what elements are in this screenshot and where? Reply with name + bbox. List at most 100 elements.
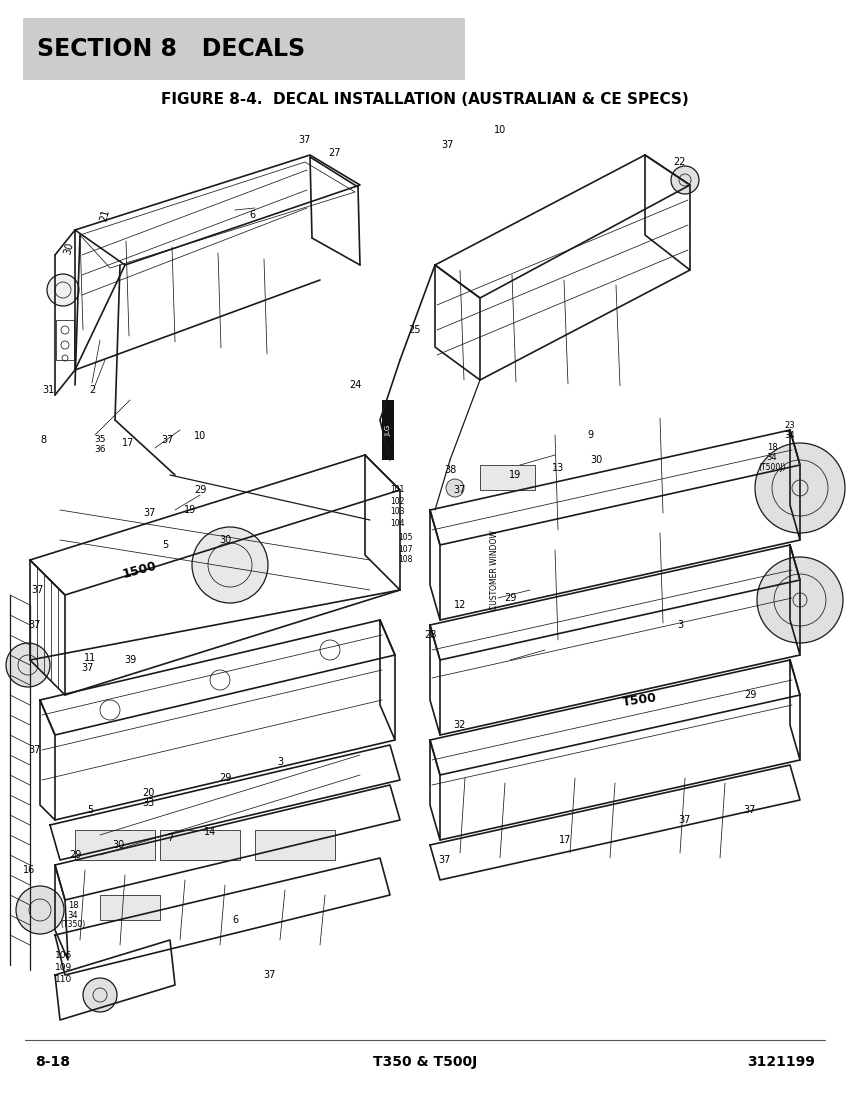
Text: 10: 10 xyxy=(194,431,206,441)
Bar xyxy=(382,400,394,460)
Text: 30: 30 xyxy=(590,455,602,465)
Text: 31: 31 xyxy=(42,385,55,395)
Text: 5: 5 xyxy=(87,805,94,815)
Text: 37: 37 xyxy=(442,140,454,150)
Text: 38: 38 xyxy=(444,465,456,475)
Text: 14: 14 xyxy=(204,827,216,837)
Circle shape xyxy=(83,978,117,1012)
Text: 17: 17 xyxy=(558,835,571,845)
Text: 32: 32 xyxy=(454,720,466,730)
Text: 106: 106 xyxy=(55,950,72,959)
Text: (T500J): (T500J) xyxy=(758,463,785,473)
Text: 35: 35 xyxy=(94,436,105,444)
Text: 2: 2 xyxy=(89,385,95,395)
Circle shape xyxy=(47,274,79,306)
Text: 34: 34 xyxy=(68,911,78,920)
Text: 34: 34 xyxy=(785,430,796,440)
Text: 25: 25 xyxy=(409,324,422,336)
Text: 11: 11 xyxy=(84,653,96,663)
Text: 23: 23 xyxy=(785,420,796,429)
Text: 104: 104 xyxy=(390,518,405,528)
Text: 27: 27 xyxy=(329,148,341,158)
Text: T500: T500 xyxy=(622,691,658,708)
Text: 19: 19 xyxy=(509,470,521,480)
Text: 102: 102 xyxy=(390,496,405,506)
Text: 8: 8 xyxy=(40,434,46,446)
Text: 37: 37 xyxy=(82,663,94,673)
Text: 37: 37 xyxy=(744,805,756,815)
Text: 18: 18 xyxy=(767,443,777,452)
Text: SECTION 8   DECALS: SECTION 8 DECALS xyxy=(37,37,305,60)
Text: 13: 13 xyxy=(552,463,564,473)
Text: (T350): (T350) xyxy=(60,920,86,928)
Text: 29: 29 xyxy=(69,850,82,860)
Text: JLG: JLG xyxy=(385,425,391,436)
Text: 29: 29 xyxy=(744,690,756,700)
Text: 1500: 1500 xyxy=(122,559,159,581)
Text: 37: 37 xyxy=(454,485,466,495)
Text: 18: 18 xyxy=(68,901,78,910)
Text: 21: 21 xyxy=(99,208,111,222)
Text: 37: 37 xyxy=(264,970,276,980)
Text: 33: 33 xyxy=(142,798,154,808)
Text: 12: 12 xyxy=(454,600,466,610)
Text: 37: 37 xyxy=(439,855,451,865)
Text: 101: 101 xyxy=(390,485,405,495)
Text: 17: 17 xyxy=(122,438,134,448)
Circle shape xyxy=(192,527,268,603)
Bar xyxy=(23,18,465,80)
Text: 10: 10 xyxy=(494,125,506,135)
Circle shape xyxy=(446,478,464,497)
Text: 37: 37 xyxy=(144,508,156,518)
Text: 29: 29 xyxy=(218,773,231,783)
Text: 37: 37 xyxy=(679,815,691,825)
Text: 36: 36 xyxy=(94,446,105,454)
Text: CUSTOMER WINDOW: CUSTOMER WINDOW xyxy=(490,530,500,609)
Text: 30: 30 xyxy=(112,840,124,850)
Text: 109: 109 xyxy=(55,962,72,971)
Text: 16: 16 xyxy=(23,865,35,874)
Text: 39: 39 xyxy=(124,654,136,666)
Text: 108: 108 xyxy=(398,556,412,564)
Bar xyxy=(480,465,535,490)
Text: 30: 30 xyxy=(62,241,75,255)
Bar xyxy=(255,830,335,860)
Text: 7: 7 xyxy=(167,833,173,843)
Text: 3: 3 xyxy=(277,757,283,767)
Text: 28: 28 xyxy=(424,630,436,640)
Text: 37: 37 xyxy=(29,620,41,630)
Text: 6: 6 xyxy=(232,915,238,925)
Circle shape xyxy=(6,644,50,688)
Circle shape xyxy=(757,557,843,644)
Text: 37: 37 xyxy=(162,434,174,446)
Text: 107: 107 xyxy=(398,544,412,553)
Circle shape xyxy=(16,886,64,934)
Circle shape xyxy=(671,166,699,194)
Bar xyxy=(160,830,240,860)
Text: 30: 30 xyxy=(218,535,231,544)
Text: 29: 29 xyxy=(194,485,207,495)
Text: 24: 24 xyxy=(348,379,361,390)
Text: 9: 9 xyxy=(587,430,593,440)
Text: 3121199: 3121199 xyxy=(747,1055,815,1069)
Circle shape xyxy=(755,443,845,534)
Bar xyxy=(100,895,160,920)
Text: 34: 34 xyxy=(767,453,777,462)
Text: FIGURE 8-4.  DECAL INSTALLATION (AUSTRALIAN & CE SPECS): FIGURE 8-4. DECAL INSTALLATION (AUSTRALI… xyxy=(162,92,689,108)
Text: 29: 29 xyxy=(504,593,516,603)
Text: 19: 19 xyxy=(184,505,196,515)
Text: 37: 37 xyxy=(31,585,44,595)
Text: 20: 20 xyxy=(142,788,154,798)
Text: 5: 5 xyxy=(162,540,168,550)
Bar xyxy=(75,830,155,860)
Text: 8-18: 8-18 xyxy=(35,1055,70,1069)
Text: 6: 6 xyxy=(249,210,255,220)
Text: 103: 103 xyxy=(390,507,405,517)
Bar xyxy=(56,320,74,360)
Text: 37: 37 xyxy=(29,745,41,755)
Text: 22: 22 xyxy=(674,157,686,167)
Text: T350 & T500J: T350 & T500J xyxy=(373,1055,477,1069)
Text: 105: 105 xyxy=(398,534,412,542)
Text: 37: 37 xyxy=(299,135,311,145)
Text: 3: 3 xyxy=(677,620,683,630)
